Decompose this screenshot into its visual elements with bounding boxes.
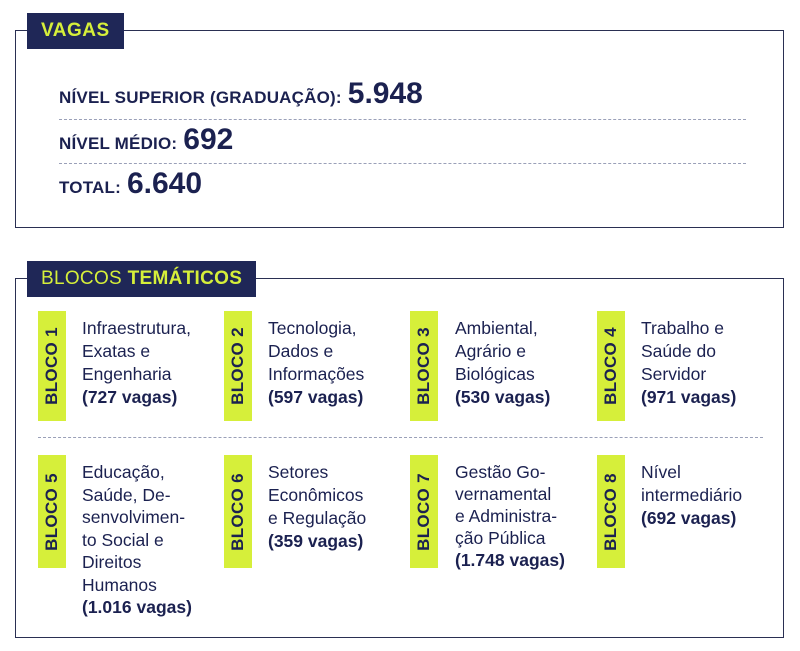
bloco-line: Informações: [268, 364, 365, 384]
bloco-count: (1.016 vagas): [82, 597, 192, 617]
bloco-1-text: Infraestrutura, Exatas e Engenharia (727…: [82, 317, 191, 409]
bloco-badge-label: BLOCO 2: [228, 327, 247, 405]
bloco-1-badge: BLOCO 1: [38, 311, 66, 421]
bloco-4-badge: BLOCO 4: [597, 311, 625, 421]
bloco-line: Ambiental,: [455, 318, 538, 338]
bloco-count: (692 vagas): [641, 508, 737, 528]
bloco-7-text: Gestão Go- vernamental e Administra- ção…: [455, 461, 565, 571]
vagas-tag: VAGAS: [27, 13, 124, 49]
bloco-line: Educação,: [82, 462, 165, 482]
stat-label: NÍVEL MÉDIO:: [59, 134, 178, 153]
bloco-line: senvolvimen-: [82, 507, 186, 527]
bloco-count: (727 vagas): [82, 387, 178, 407]
bloco-6-text: Setores Econômicos e Regulação (359 vaga…: [268, 461, 366, 553]
bloco-line: ção Pública: [455, 528, 546, 548]
vagas-panel: [15, 30, 784, 228]
stat-nivel-medio: NÍVEL MÉDIO: 692: [59, 123, 233, 157]
divider: [59, 119, 746, 120]
stat-nivel-superior: NÍVEL SUPERIOR (GRADUAÇÃO): 5.948: [59, 77, 423, 111]
bloco-count: (359 vagas): [268, 531, 364, 551]
bloco-line: e Regulação: [268, 508, 367, 528]
bloco-badge-label: BLOCO 1: [42, 327, 61, 405]
bloco-6-badge: BLOCO 6: [224, 455, 252, 568]
bloco-line: Infraestrutura,: [82, 318, 191, 338]
stat-value: 692: [183, 123, 234, 156]
bloco-line: Direitos: [82, 552, 142, 572]
bloco-badge-label: BLOCO 5: [42, 472, 61, 551]
blocos-tag: BLOCOS TEMÁTICOS: [27, 261, 257, 297]
stat-total: TOTAL: 6.640: [59, 167, 202, 201]
bloco-line: Saúde, De-: [82, 484, 171, 505]
bloco-line: to Social e: [82, 529, 164, 550]
bloco-line: Gestão Go-: [455, 462, 546, 482]
bloco-count: (597 vagas): [268, 387, 364, 407]
blocos-tag-bold: TEMÁTICOS: [127, 268, 243, 289]
bloco-line: Dados e: [268, 341, 334, 361]
bloco-line: Biológicas: [455, 364, 535, 384]
blocos-panel: [15, 278, 784, 638]
bloco-line: Econômicos: [268, 485, 364, 505]
bloco-line: intermediário: [641, 485, 743, 505]
bloco-line: Engenharia: [82, 364, 172, 384]
bloco-5-text: Educação, Saúde, De- senvolvimen- to Soc…: [82, 461, 192, 619]
bloco-badge-label: BLOCO 7: [414, 472, 433, 551]
bloco-line: Nível: [641, 462, 681, 482]
bloco-line: Servidor: [641, 364, 707, 384]
bloco-line: Humanos: [82, 574, 157, 595]
bloco-badge-label: BLOCO 4: [601, 327, 620, 405]
bloco-line: vernamental: [455, 484, 552, 504]
bloco-line: Saúde do: [641, 341, 716, 361]
bloco-7-badge: BLOCO 7: [410, 455, 438, 568]
divider: [38, 437, 763, 438]
bloco-4-text: Trabalho e Saúde do Servidor (971 vagas): [641, 317, 736, 409]
stat-label: NÍVEL SUPERIOR (GRADUAÇÃO):: [59, 88, 342, 107]
divider: [59, 163, 746, 164]
bloco-line: Agrário e: [455, 341, 527, 361]
bloco-line: e Administra-: [455, 506, 558, 526]
bloco-badge-label: BLOCO 8: [601, 472, 620, 551]
bloco-line: Tecnologia,: [268, 318, 357, 338]
bloco-line: Exatas e: [82, 341, 151, 361]
bloco-line: Setores: [268, 462, 329, 482]
bloco-count: (1.748 vagas): [455, 550, 565, 570]
bloco-8-badge: BLOCO 8: [597, 455, 625, 568]
bloco-count: (530 vagas): [455, 387, 551, 407]
bloco-2-badge: BLOCO 2: [224, 311, 252, 421]
blocos-tag-regular: BLOCOS: [41, 268, 128, 289]
bloco-3-text: Ambiental, Agrário e Biológicas (530 vag…: [455, 317, 550, 409]
stat-value: 5.948: [347, 77, 423, 110]
bloco-5-badge: BLOCO 5: [38, 455, 66, 568]
stat-value: 6.640: [126, 167, 203, 200]
bloco-count: (971 vagas): [641, 387, 737, 407]
bloco-2-text: Tecnologia, Dados e Informações (597 vag…: [268, 317, 364, 409]
bloco-8-text: Nível intermediário (692 vagas): [641, 461, 742, 530]
stat-label: TOTAL:: [59, 178, 121, 197]
bloco-badge-label: BLOCO 6: [228, 472, 247, 551]
bloco-3-badge: BLOCO 3: [410, 311, 438, 421]
bloco-badge-label: BLOCO 3: [414, 327, 433, 405]
bloco-line: Trabalho e: [641, 318, 725, 338]
